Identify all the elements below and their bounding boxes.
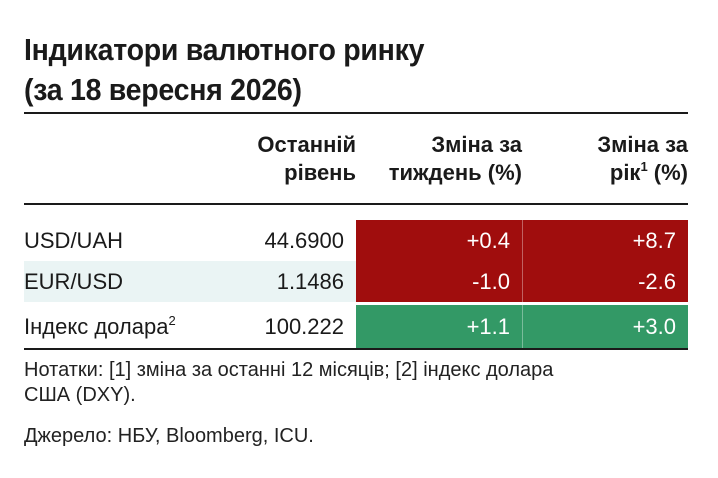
- table-title: Індикатори валютного ринку (за 18 вересн…: [24, 30, 424, 110]
- table-row: USD/UAH 44.6900 +0.4 +8.7: [24, 220, 688, 261]
- notes-line-1: Нотатки: [1] зміна за останні 12 місяців…: [24, 359, 554, 381]
- header-year-line1: Зміна за: [597, 132, 688, 157]
- row-week-change: +0.4: [356, 220, 522, 261]
- header-year-footnote: 1: [640, 159, 648, 174]
- table-row: Індекс долара2 100.222 +1.1 +3.0: [24, 305, 688, 348]
- header-week-line2: тиждень (%): [388, 160, 522, 185]
- header-level: Останній рівень: [190, 131, 356, 187]
- notes: Нотатки: [1] зміна за останні 12 місяців…: [24, 358, 553, 408]
- header-year-line2: рік1 (%): [522, 159, 688, 187]
- top-rule: [24, 112, 688, 114]
- row-level: 1.1486: [276, 269, 344, 294]
- row-level: 100.222: [264, 314, 344, 339]
- title-line-2: (за 18 вересня 2026): [24, 72, 302, 107]
- row-level: 44.6900: [264, 228, 344, 253]
- title-line-1: Індикатори валютного ринку: [24, 32, 425, 67]
- header-week: Зміна за тиждень (%): [356, 131, 522, 187]
- header-level-line2: рівень: [284, 160, 356, 185]
- table-row: EUR/USD 1.1486 -1.0 -2.6: [24, 261, 688, 302]
- row-year-change: +3.0: [522, 305, 688, 348]
- header-level-line1: Останній: [257, 132, 356, 157]
- bottom-rule: [24, 348, 688, 350]
- header-year-word: рік: [609, 160, 641, 185]
- row-year-change: -2.6: [522, 261, 688, 302]
- notes-line-2: США (DXY).: [24, 384, 136, 406]
- header-year-unit: (%): [647, 160, 688, 185]
- row-year-change: +8.7: [522, 220, 688, 261]
- header-rule: [24, 203, 688, 205]
- source-note: Джерело: НБУ, Bloomberg, ICU.: [24, 425, 314, 447]
- row-week-change: -1.0: [356, 261, 522, 302]
- header-year: Зміна за рік1 (%): [522, 131, 688, 187]
- row-name: Індекс долара2: [24, 313, 176, 339]
- row-week-change: +1.1: [356, 305, 522, 348]
- header-week-line1: Зміна за: [431, 132, 522, 157]
- row-name: EUR/USD: [24, 269, 124, 294]
- row-name: USD/UAH: [24, 228, 124, 253]
